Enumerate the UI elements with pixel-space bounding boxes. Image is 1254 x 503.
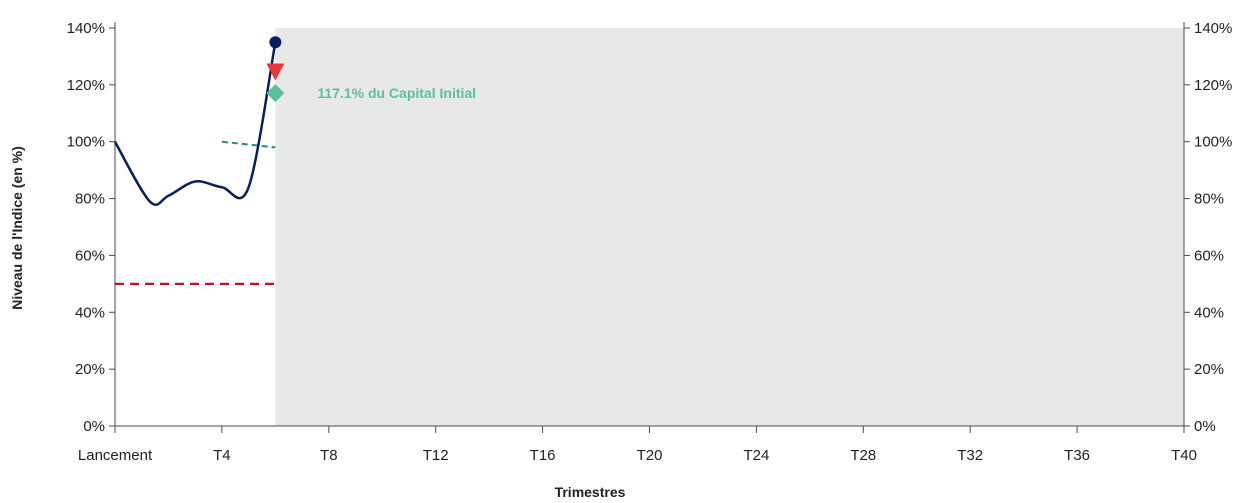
y-tick-label-left: 120%	[67, 77, 105, 94]
x-tick-label: T8	[320, 447, 338, 464]
coupon-trigger-line	[221, 140, 276, 149]
axes	[109, 22, 1190, 433]
x-tick-label: T32	[957, 447, 983, 464]
future-period-shading	[275, 28, 1185, 426]
decline-arrow-marker	[266, 63, 285, 81]
y-tick-label-right: 100%	[1194, 134, 1232, 151]
x-tick-label: T24	[743, 447, 769, 464]
y-tick-label-right: 60%	[1194, 247, 1224, 264]
y-tick-label-left: 100%	[67, 134, 105, 151]
markers: 117.1% du Capital Initial	[266, 63, 476, 103]
x-tick-label: Lancement	[78, 447, 153, 464]
y-tick-label-left: 20%	[75, 361, 105, 378]
tick-labels: 0% 0% 20% 20% 40% 40% 60% 60% 80% 80% 100% 100% 120%…	[67, 20, 1233, 464]
y-tick-label-left: 40%	[75, 304, 105, 321]
x-tick-label: T16	[530, 447, 556, 464]
x-tick-label: T12	[423, 447, 449, 464]
y-tick-label-right: 20%	[1194, 361, 1224, 378]
y-tick-label-right: 40%	[1194, 304, 1224, 321]
reference-lines	[115, 140, 276, 285]
x-axis-title: Trimestres	[555, 484, 626, 500]
index-series	[113, 36, 282, 207]
x-tick-label: T36	[1064, 447, 1090, 464]
y-tick-label-left: 140%	[67, 20, 105, 37]
y-tick-label-right: 120%	[1194, 77, 1232, 94]
y-tick-label-left: 80%	[75, 191, 105, 208]
x-tick-label: T28	[850, 447, 876, 464]
x-tick-label: T40	[1171, 447, 1197, 464]
series-line	[113, 41, 277, 207]
current-index-point	[269, 36, 282, 49]
capital-return-annotation: 117.1% du Capital Initial	[317, 85, 476, 101]
x-tick-label: T4	[213, 447, 231, 464]
capital-return-marker	[266, 84, 285, 103]
y-tick-label-right: 140%	[1194, 20, 1232, 37]
y-tick-label-left: 0%	[83, 418, 105, 435]
y-tick-label-right: 0%	[1194, 418, 1216, 435]
x-tick-label: T20	[637, 447, 663, 464]
y-tick-label-left: 60%	[75, 247, 105, 264]
y-axis-title: Niveau de l'Indice (en %)	[9, 146, 25, 310]
y-tick-label-right: 80%	[1194, 191, 1224, 208]
shaded-region	[275, 28, 1185, 426]
